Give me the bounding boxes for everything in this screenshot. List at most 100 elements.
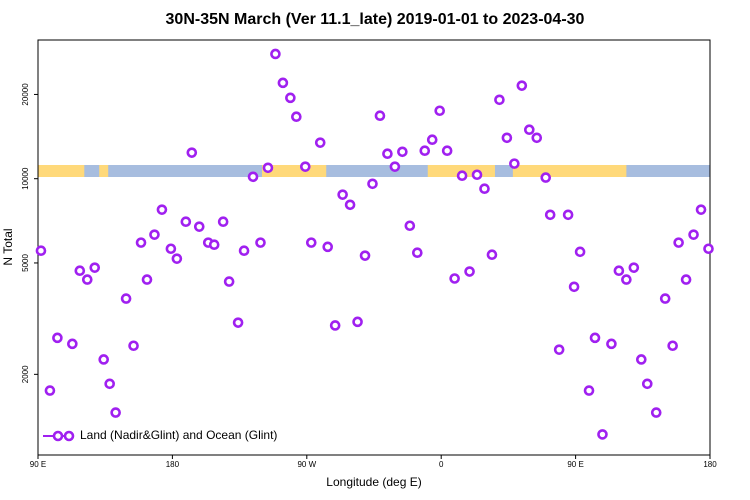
data-point — [277, 77, 289, 89]
data-point — [673, 237, 684, 248]
data-point — [650, 407, 662, 418]
data-point — [471, 169, 483, 181]
data-point — [636, 354, 647, 365]
data-point — [314, 137, 326, 148]
data-point — [583, 385, 595, 396]
data-point — [359, 250, 371, 261]
data-point — [208, 239, 220, 251]
data-point — [426, 134, 438, 146]
data-point — [52, 332, 63, 344]
x-tick-label: 180 — [703, 460, 717, 469]
x-tick-label: 0 — [439, 460, 444, 469]
data-point — [262, 162, 274, 174]
data-point — [695, 204, 707, 215]
data-point — [659, 293, 671, 304]
data-point — [344, 199, 356, 211]
data-point — [434, 105, 446, 117]
data-point — [165, 243, 177, 255]
data-point — [98, 354, 110, 365]
land-band — [512, 165, 627, 177]
legend-marker — [52, 430, 64, 442]
data-point — [270, 48, 281, 60]
legend-marker — [63, 430, 75, 442]
data-point — [389, 161, 401, 172]
chart-title: 30N-35N March (Ver 11.1_late) 2019-01-01… — [166, 11, 585, 28]
data-point — [81, 274, 93, 285]
data-point — [680, 274, 692, 285]
data-point — [464, 266, 475, 277]
data-point — [329, 320, 341, 331]
legend-entry: Land (Nadir&Glint) and Ocean (Glint) — [43, 428, 277, 442]
data-point — [479, 183, 490, 195]
data-point — [217, 216, 229, 228]
legend-label: Land (Nadir&Glint) and Ocean (Glint) — [80, 428, 277, 442]
x-tick-label: 180 — [166, 460, 180, 469]
data-point — [524, 124, 535, 136]
data-point — [149, 229, 160, 240]
data-point — [352, 316, 363, 328]
data-point — [562, 209, 574, 221]
y-tick-label: 2000 — [21, 365, 30, 383]
data-point — [120, 293, 132, 304]
data-point — [667, 340, 678, 352]
data-point — [135, 237, 147, 248]
data-point — [232, 317, 244, 328]
x-axis-label: Longitude (deg E) — [326, 475, 421, 489]
data-point — [374, 110, 386, 122]
data-point — [531, 132, 543, 144]
data-point — [441, 145, 453, 157]
data-point — [223, 276, 235, 287]
y-tick-label: 20000 — [21, 83, 30, 106]
data-point — [44, 385, 56, 396]
data-point — [67, 338, 78, 350]
data-point — [574, 246, 586, 258]
x-tick-label: 90 W — [297, 460, 316, 469]
data-point — [621, 274, 632, 285]
data-point — [501, 132, 513, 144]
data-point — [141, 274, 153, 285]
data-point — [449, 273, 460, 284]
x-tick-label: 90 E — [567, 460, 583, 469]
data-point — [238, 245, 250, 257]
data-point — [589, 332, 601, 344]
data-point — [404, 220, 416, 232]
plot-frame — [37, 39, 711, 456]
data-point — [606, 338, 617, 350]
data-point — [641, 378, 653, 390]
data-point — [397, 146, 408, 158]
data-point — [255, 237, 266, 248]
data-point — [193, 221, 205, 232]
y-tick-label: 5000 — [21, 254, 30, 272]
data-point — [540, 172, 552, 183]
data-point — [419, 145, 431, 157]
data-point — [180, 216, 192, 228]
data-point — [285, 92, 296, 104]
data-point — [544, 209, 556, 221]
land-band — [38, 165, 85, 177]
land-band — [99, 165, 109, 177]
data-point — [382, 148, 393, 160]
data-point — [171, 253, 183, 264]
data-point — [568, 281, 580, 293]
data-point — [509, 158, 520, 169]
data-point — [367, 178, 378, 190]
data-point — [597, 429, 608, 440]
data-point — [337, 189, 348, 200]
data-point — [688, 229, 699, 240]
data-point — [516, 80, 528, 91]
data-point — [110, 407, 121, 418]
data-point — [186, 147, 198, 158]
data-point — [613, 265, 625, 277]
data-point — [553, 344, 565, 355]
data-point — [486, 249, 498, 261]
data-point — [322, 241, 334, 253]
y-axis-label: N Total — [1, 228, 15, 265]
data-point — [74, 265, 86, 277]
data-point — [412, 247, 423, 259]
data-point — [305, 237, 317, 248]
data-point — [104, 378, 115, 390]
data-point — [300, 161, 311, 172]
data-point — [247, 171, 259, 183]
data-point — [494, 94, 505, 106]
